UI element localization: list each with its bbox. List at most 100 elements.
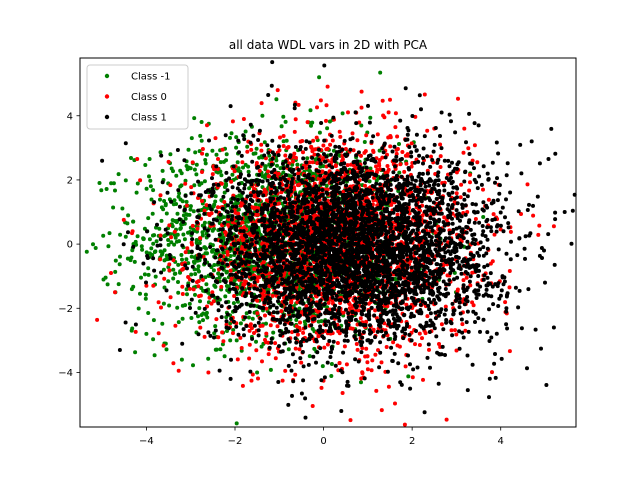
data-point xyxy=(220,342,225,347)
data-point xyxy=(144,331,149,336)
data-point xyxy=(470,300,475,305)
data-point xyxy=(219,198,224,203)
data-point xyxy=(190,223,195,228)
data-point xyxy=(200,277,205,282)
data-point xyxy=(213,194,218,199)
data-point xyxy=(202,220,207,225)
data-point xyxy=(184,287,189,292)
data-point xyxy=(213,199,218,204)
data-point xyxy=(192,183,197,188)
data-point xyxy=(263,337,267,342)
data-point xyxy=(214,347,219,352)
data-point xyxy=(175,305,180,310)
data-point xyxy=(281,144,286,148)
data-point xyxy=(343,147,348,151)
data-point xyxy=(507,285,512,290)
data-point xyxy=(377,163,382,168)
data-point xyxy=(402,422,407,427)
data-point xyxy=(95,317,100,322)
data-point xyxy=(270,293,275,298)
data-point xyxy=(438,142,443,147)
data-point xyxy=(330,138,335,143)
data-point xyxy=(340,157,345,162)
data-point xyxy=(253,202,258,207)
data-point xyxy=(300,350,305,354)
data-point xyxy=(444,417,449,422)
data-point xyxy=(196,314,200,319)
data-point xyxy=(158,193,163,198)
data-point xyxy=(362,376,367,381)
data-point xyxy=(425,314,430,319)
data-point xyxy=(196,267,200,272)
data-point xyxy=(228,338,233,343)
data-point xyxy=(406,374,411,379)
data-point xyxy=(201,318,205,323)
data-point xyxy=(211,268,216,273)
data-point xyxy=(146,266,151,271)
data-point xyxy=(147,237,152,242)
data-point xyxy=(397,142,401,146)
data-point xyxy=(315,105,319,110)
data-point xyxy=(472,143,477,148)
data-point xyxy=(277,201,281,206)
data-point xyxy=(273,356,278,361)
data-point xyxy=(335,341,340,345)
data-point xyxy=(454,332,459,337)
data-point xyxy=(183,181,188,186)
data-point xyxy=(171,267,176,272)
data-point xyxy=(204,282,209,287)
data-point xyxy=(163,202,168,206)
data-point xyxy=(286,347,291,352)
data-point xyxy=(507,349,512,354)
data-point xyxy=(358,316,363,321)
data-point xyxy=(301,330,306,335)
data-point xyxy=(144,250,149,255)
data-point xyxy=(148,184,153,189)
data-point xyxy=(263,167,268,172)
data-point xyxy=(249,147,254,152)
data-point xyxy=(133,350,138,355)
data-point xyxy=(224,284,229,288)
data-point xyxy=(274,97,279,102)
data-point xyxy=(150,211,155,216)
data-point xyxy=(325,187,330,192)
data-point xyxy=(189,316,194,320)
data-point xyxy=(160,250,165,255)
data-point xyxy=(503,300,508,305)
data-point xyxy=(192,260,197,265)
data-point xyxy=(170,224,175,229)
data-point xyxy=(317,130,322,135)
data-point xyxy=(373,308,378,313)
data-point xyxy=(240,220,245,225)
data-point xyxy=(158,197,162,202)
data-point xyxy=(460,322,465,327)
data-point xyxy=(149,197,154,202)
data-point xyxy=(413,342,417,347)
data-point xyxy=(462,126,467,131)
data-point xyxy=(213,328,218,333)
data-point xyxy=(113,258,118,263)
data-point xyxy=(192,167,197,172)
data-point xyxy=(93,246,98,250)
data-point xyxy=(129,328,134,333)
data-point xyxy=(143,296,148,301)
data-point xyxy=(241,117,246,121)
data-point xyxy=(404,161,409,166)
data-point xyxy=(194,172,199,177)
data-point xyxy=(167,268,172,273)
data-point xyxy=(277,181,282,186)
data-point xyxy=(255,212,260,217)
data-point xyxy=(301,150,305,155)
data-point xyxy=(487,376,492,381)
data-point xyxy=(362,150,367,155)
data-point xyxy=(239,346,244,350)
data-point xyxy=(449,328,454,333)
data-point xyxy=(224,270,229,275)
data-point xyxy=(222,185,227,189)
data-point xyxy=(138,291,142,296)
data-point xyxy=(283,368,288,373)
data-point xyxy=(359,123,364,128)
data-point xyxy=(406,166,411,170)
data-point xyxy=(123,141,128,146)
data-point xyxy=(231,301,236,306)
